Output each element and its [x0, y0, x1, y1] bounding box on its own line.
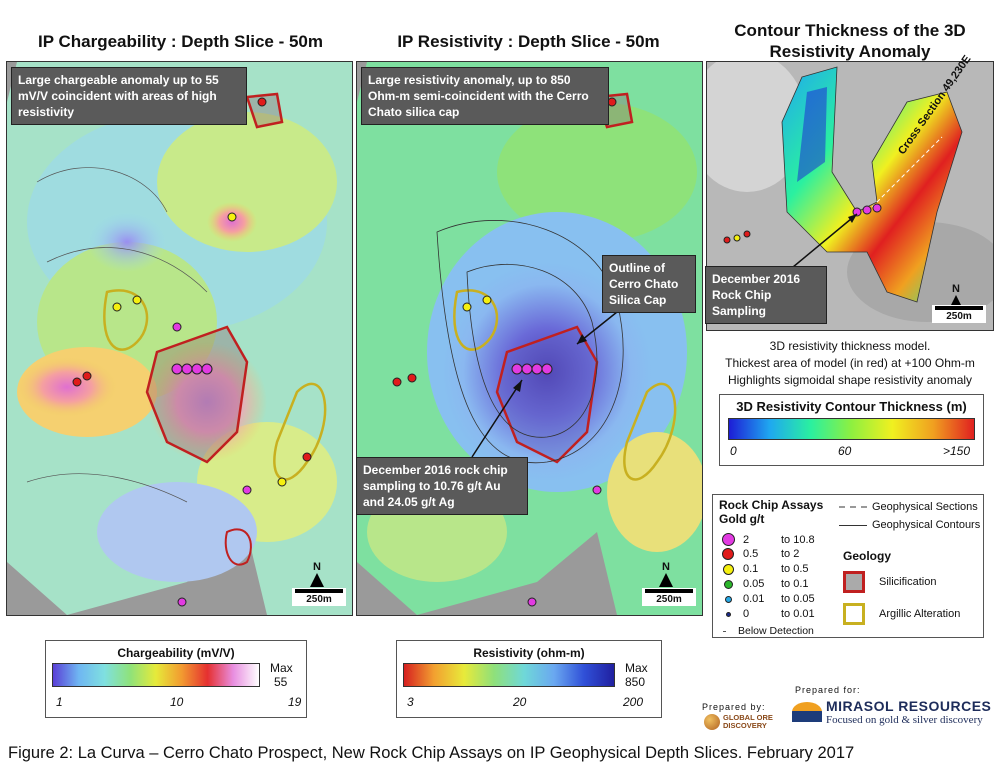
- below-detection-text: Below Detection: [738, 625, 814, 637]
- assay-row: 0.1 to 0.5: [721, 563, 809, 575]
- assay-to: to 0.5: [781, 563, 809, 575]
- geology-title: Geology: [843, 549, 892, 563]
- chargeability-color-ramp: [52, 663, 260, 687]
- resistivity-color-ramp: [403, 663, 615, 687]
- resistivity-max-value: 850: [625, 675, 646, 689]
- global-ore-name: GLOBAL ORE DISCOVERY: [723, 713, 773, 730]
- assay-from: 0: [743, 608, 750, 620]
- mirasol-logo: MIRASOL RESOURCES Focused on gold & silv…: [792, 698, 991, 726]
- sections-line-label: Geophysical Sections: [872, 501, 978, 513]
- thickness-legend-title: 3D Resistivity Contour Thickness (m): [736, 399, 967, 414]
- assay-to: to 0.01: [781, 608, 815, 620]
- resistivity-map[interactable]: [356, 61, 703, 616]
- mirasol-tagline: Focused on gold & silver discovery: [826, 714, 983, 726]
- resistivity-map-graphic: [357, 62, 702, 615]
- chargeability-tick-min: 1: [56, 695, 63, 709]
- north-arrow-chargeability: N: [305, 561, 329, 587]
- assay-from: 0.01: [743, 593, 765, 605]
- assay-dot-icon: [722, 548, 734, 560]
- silicification-swatch: [843, 571, 865, 593]
- rock-chip-result-callout: December 2016 rock chip sampling to 10.7…: [356, 457, 528, 515]
- description-line: 3D resistivity thickness model.: [769, 339, 931, 353]
- thickness-color-ramp: [728, 418, 975, 440]
- assay-row: 2 to 10.8: [721, 533, 815, 546]
- assay-row: 0.5 to 2: [721, 548, 799, 560]
- description-line: Thickest area of model (in red) at +100 …: [725, 356, 975, 370]
- resistivity-legend: Resistivity (ohm-m) Max 850 3 20 200: [396, 640, 662, 718]
- assay-dot-icon: [724, 595, 732, 603]
- chargeability-legend: Chargeability (mV/V) Max 55 1 10 19: [45, 640, 307, 718]
- thickness-title: Contour Thickness of the 3D Resistivity …: [734, 21, 966, 61]
- geophysical-sections-key: Geophysical Sections: [839, 501, 978, 513]
- thickness-legend: 3D Resistivity Contour Thickness (m) 0 6…: [719, 394, 984, 466]
- assay-dot-icon: [725, 611, 731, 617]
- scalebar-chargeability: 250m: [292, 588, 346, 606]
- assay-from: 0.1: [743, 563, 759, 575]
- north-arrow-3d: N: [944, 283, 968, 307]
- globe-icon: [704, 714, 720, 730]
- assay-dot-icon: [721, 533, 735, 546]
- silica-cap-callout: Outline of Cerro Chato Silica Cap: [602, 255, 696, 313]
- thickness-tick-max: >150: [943, 444, 971, 458]
- assay-to: to 0.05: [781, 593, 815, 605]
- figure-caption: Figure 2: La Curva – Cerro Chato Prospec…: [8, 744, 855, 762]
- argillic-label: Argillic Alteration: [879, 608, 961, 620]
- chargeability-max-value: 55: [274, 675, 288, 689]
- contours-line-swatch: [839, 524, 867, 526]
- resistivity-tick-max: 200: [623, 695, 644, 709]
- global-ore-logo: GLOBAL ORE DISCOVERY: [704, 714, 775, 730]
- chargeability-max-label: Max: [270, 661, 293, 675]
- assays-legend: Rock Chip Assays Gold g/t 2 to 10.8 0.5 to …: [712, 494, 984, 638]
- resistivity-title: IP Resistivity : Depth Slice - 50m: [397, 32, 660, 51]
- chargeability-callout: Large chargeable anomaly up to 55 mV/V c…: [11, 67, 247, 125]
- assay-to: to 0.1: [781, 578, 809, 590]
- sections-line-swatch: [839, 506, 867, 508]
- assay-to: to 10.8: [781, 533, 815, 546]
- chargeability-title: IP Chargeability : Depth Slice - 50m: [38, 32, 323, 51]
- resistivity-callout: Large resistivity anomaly, up to 850 Ohm…: [361, 67, 609, 125]
- silicification-label: Silicification: [879, 576, 937, 588]
- north-arrow-resistivity: N: [654, 561, 678, 587]
- silicification-key: Silicification: [843, 571, 936, 593]
- resistivity-tick-mid: 20: [513, 695, 527, 709]
- prepared-by-label: Prepared by:: [702, 702, 766, 712]
- resistivity-max-label: Max: [625, 661, 648, 675]
- thickness-description: 3D resistivity thickness model. Thickest…: [705, 338, 995, 389]
- assay-row: 0 to 0.01: [721, 608, 815, 620]
- assay-to: to 2: [781, 548, 800, 560]
- chargeability-legend-title: Chargeability (mV/V): [117, 646, 235, 660]
- scalebar-resistivity: 250m: [642, 588, 696, 606]
- assay-from: 0.05: [743, 578, 765, 590]
- description-line: Highlights sigmoidal shape resistivity a…: [727, 373, 973, 387]
- resistivity-legend-title: Resistivity (ohm-m): [473, 646, 585, 660]
- below-detection-label: Below Detection: [723, 625, 814, 637]
- contours-line-label: Geophysical Contours: [872, 519, 981, 531]
- chargeability-tick-max: 19: [288, 695, 302, 709]
- assays-title: Rock Chip Assays: [719, 498, 824, 512]
- assay-row: 0.05 to 0.1: [721, 578, 809, 590]
- rock-chip-3d-callout: December 2016 Rock Chip Sampling: [705, 266, 827, 324]
- below-detection-marker: [723, 630, 726, 632]
- thickness-tick-mid: 60: [838, 444, 852, 458]
- argillic-key: Argillic Alteration: [843, 603, 960, 625]
- prepared-for-label: Prepared for:: [795, 685, 861, 695]
- assay-row: 0.01 to 0.05: [721, 593, 815, 605]
- mirasol-name: MIRASOL RESOURCES: [826, 698, 992, 714]
- geophysical-contours-key: Geophysical Contours: [839, 519, 980, 531]
- argillic-swatch: [843, 603, 865, 625]
- assay-from: 2: [743, 533, 750, 546]
- chargeability-tick-mid: 10: [170, 695, 184, 709]
- chargeability-map[interactable]: [6, 61, 353, 616]
- chargeability-map-graphic: [7, 62, 352, 615]
- assay-dot-icon: [722, 563, 734, 575]
- resistivity-tick-min: 3: [407, 695, 414, 709]
- thickness-tick-min: 0: [730, 444, 737, 458]
- assays-subtitle: Gold g/t: [719, 512, 765, 526]
- scalebar-3d: 250m: [932, 305, 986, 323]
- assay-from: 0.5: [743, 548, 759, 560]
- mountain-sun-icon: [792, 702, 822, 722]
- assay-dot-icon: [723, 579, 733, 589]
